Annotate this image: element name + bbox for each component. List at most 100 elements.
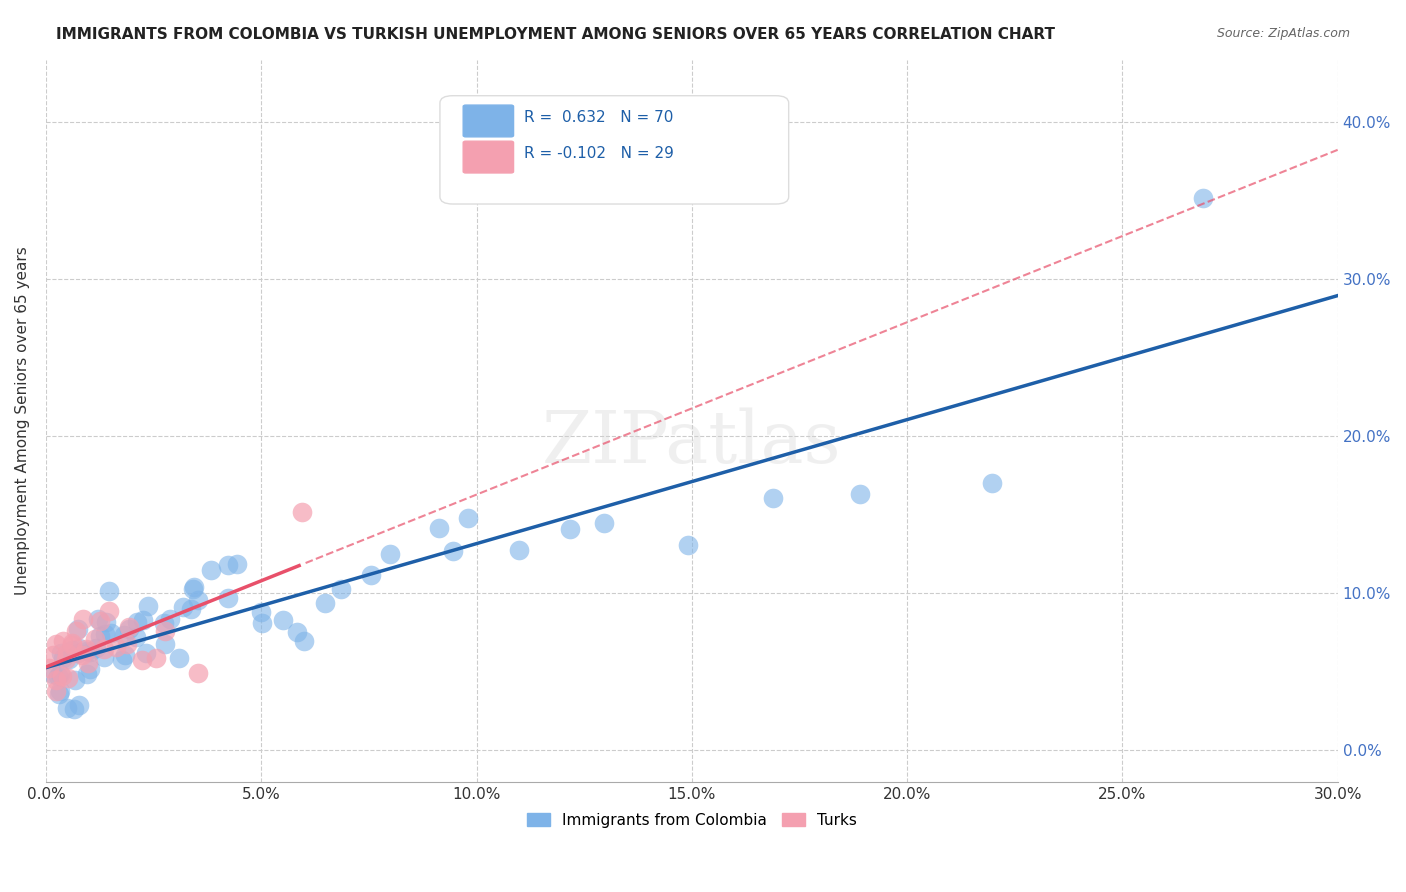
Point	[67, 640, 90, 655]
Point	[76, 644, 98, 658]
Point	[441, 544, 464, 558]
Point	[118, 623, 141, 637]
Point	[60, 638, 83, 652]
Text: Source: ZipAtlas.com: Source: ZipAtlas.com	[1216, 27, 1350, 40]
Point	[226, 557, 249, 571]
Point	[48, 688, 70, 702]
Point	[76, 667, 98, 681]
Point	[291, 505, 314, 519]
Text: R =  0.632   N = 70: R = 0.632 N = 70	[524, 110, 673, 125]
Point	[125, 615, 148, 629]
Point	[93, 649, 115, 664]
Point	[762, 491, 785, 506]
Point	[51, 669, 73, 683]
Point	[89, 629, 111, 643]
Point	[38, 661, 60, 675]
Point	[70, 648, 93, 662]
Point	[159, 612, 181, 626]
Point	[41, 667, 63, 681]
Point	[58, 652, 80, 666]
Point	[980, 476, 1002, 491]
Point	[292, 634, 315, 648]
Point	[200, 563, 222, 577]
Point	[52, 650, 75, 665]
Point	[77, 657, 100, 671]
Point	[285, 624, 308, 639]
Point	[132, 613, 155, 627]
Point	[58, 671, 80, 685]
Point	[97, 605, 120, 619]
FancyBboxPatch shape	[463, 105, 513, 136]
Point	[187, 665, 209, 680]
Point	[97, 584, 120, 599]
FancyBboxPatch shape	[463, 141, 513, 173]
Point	[172, 599, 194, 614]
Point	[314, 596, 336, 610]
Point	[138, 599, 160, 613]
Point	[153, 637, 176, 651]
FancyBboxPatch shape	[440, 95, 789, 204]
Point	[330, 582, 353, 597]
Point	[60, 642, 83, 657]
Point	[378, 547, 401, 561]
Point	[63, 702, 86, 716]
Point	[67, 623, 90, 637]
Point	[72, 612, 94, 626]
Point	[114, 648, 136, 662]
Point	[183, 582, 205, 596]
Point	[183, 580, 205, 594]
Point	[457, 510, 479, 524]
Point	[271, 613, 294, 627]
Point	[67, 646, 90, 660]
Point	[93, 642, 115, 657]
Y-axis label: Unemployment Among Seniors over 65 years: Unemployment Among Seniors over 65 years	[15, 246, 30, 595]
Point	[49, 666, 72, 681]
Point	[84, 632, 107, 646]
Legend: Immigrants from Colombia, Turks: Immigrants from Colombia, Turks	[519, 805, 865, 836]
Point	[145, 651, 167, 665]
Point	[250, 605, 273, 619]
Point	[508, 543, 530, 558]
Point	[427, 521, 450, 535]
Text: R = -0.102   N = 29: R = -0.102 N = 29	[524, 146, 673, 161]
Point	[179, 601, 201, 615]
Point	[42, 648, 65, 663]
Point	[94, 615, 117, 629]
Point	[65, 673, 87, 688]
Point	[153, 616, 176, 631]
Point	[60, 635, 83, 649]
Point	[56, 701, 79, 715]
Point	[117, 637, 139, 651]
Point	[1192, 191, 1215, 205]
Point	[125, 630, 148, 644]
Point	[252, 616, 274, 631]
Point	[676, 538, 699, 552]
Text: IMMIGRANTS FROM COLOMBIA VS TURKISH UNEMPLOYMENT AMONG SENIORS OVER 65 YEARS COR: IMMIGRANTS FROM COLOMBIA VS TURKISH UNEM…	[56, 27, 1056, 42]
Point	[104, 640, 127, 654]
Point	[65, 624, 87, 638]
Point	[186, 592, 208, 607]
Point	[49, 684, 72, 698]
Point	[167, 651, 190, 665]
Point	[89, 614, 111, 628]
Point	[558, 522, 581, 536]
Point	[79, 663, 101, 677]
Text: ZIPatlas: ZIPatlas	[541, 407, 842, 477]
Point	[848, 487, 870, 501]
Point	[118, 620, 141, 634]
Point	[135, 646, 157, 660]
Point	[94, 626, 117, 640]
Point	[217, 558, 239, 573]
Point	[153, 624, 176, 638]
Point	[111, 653, 134, 667]
Point	[100, 626, 122, 640]
Point	[55, 652, 77, 666]
Point	[67, 698, 90, 712]
Point	[131, 653, 153, 667]
Point	[79, 645, 101, 659]
Point	[87, 612, 110, 626]
Point	[56, 647, 79, 661]
Point	[49, 646, 72, 660]
Point	[112, 628, 135, 642]
Point	[593, 516, 616, 531]
